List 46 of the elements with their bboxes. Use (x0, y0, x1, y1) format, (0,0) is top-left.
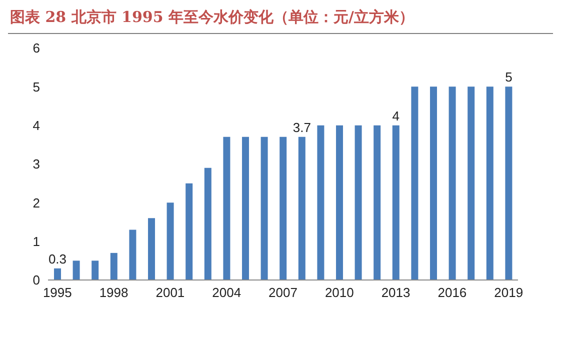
bar (392, 125, 400, 280)
bar (166, 202, 174, 280)
bar (148, 218, 155, 280)
bar (354, 125, 362, 280)
bar (54, 268, 61, 280)
bar (468, 86, 475, 280)
bar (486, 86, 494, 280)
x-tick-label: 2010 (324, 285, 354, 300)
y-tick-label: 2 (32, 195, 40, 210)
x-tick-label: 2019 (494, 285, 524, 300)
x-tick-label: 2016 (438, 285, 467, 300)
y-tick-label: 0 (32, 272, 40, 288)
bar (280, 136, 287, 280)
bar (298, 136, 306, 280)
x-tick-label: 1995 (42, 285, 72, 300)
bar (430, 86, 437, 280)
bar (505, 86, 512, 280)
y-tick-label: 3 (32, 156, 40, 172)
bar (110, 252, 118, 280)
bar (336, 125, 343, 280)
bar (374, 125, 381, 280)
bar (317, 125, 324, 280)
bar (260, 136, 268, 280)
x-tick-label: 1998 (99, 285, 128, 300)
bar (129, 230, 136, 280)
bar (411, 86, 418, 280)
data-label: 3.7 (292, 120, 311, 135)
bar (223, 136, 230, 280)
bar (92, 260, 99, 280)
bar (72, 260, 80, 280)
x-tick-label: 2004 (212, 285, 242, 300)
bar (242, 136, 249, 280)
chart-title: 图表 28 北京市 1995 年至今水价变化（单位：元/立方米） (9, 8, 415, 27)
bar (186, 183, 193, 280)
bar (448, 86, 456, 280)
data-label: 5 (505, 70, 512, 85)
data-label: 4 (392, 108, 400, 124)
y-tick-label: 6 (32, 40, 40, 56)
x-tick-label: 2007 (268, 285, 298, 300)
y-tick-label: 5 (32, 79, 40, 94)
x-tick-label: 2001 (156, 285, 185, 300)
y-tick-label: 4 (32, 118, 40, 133)
y-tick-label: 1 (32, 234, 40, 249)
x-tick-label: 2013 (381, 285, 410, 300)
bar (204, 168, 212, 280)
data-label: 0.3 (48, 251, 67, 266)
